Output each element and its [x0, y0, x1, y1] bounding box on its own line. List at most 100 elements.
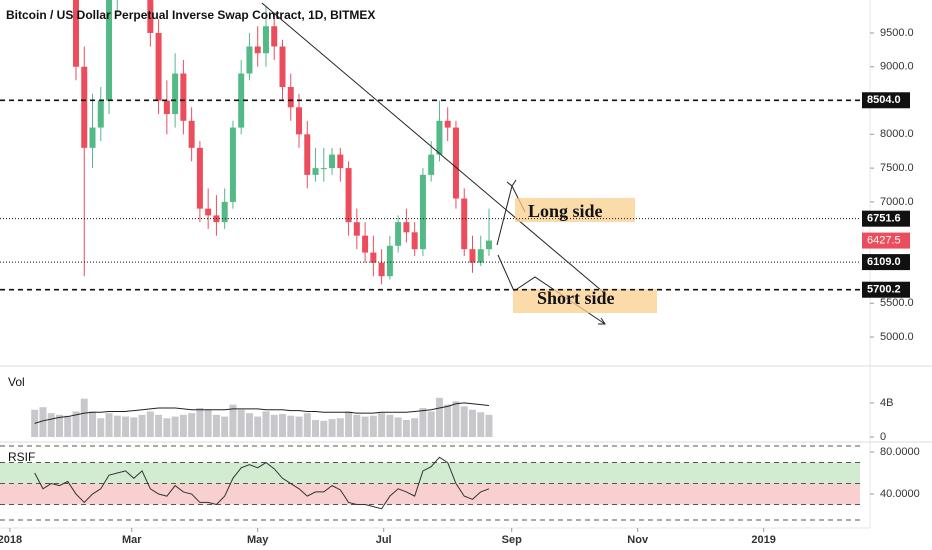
candle-body	[188, 120, 195, 148]
last-price-box	[862, 232, 910, 249]
rsi-upper-band	[0, 462, 860, 484]
candle-body	[312, 168, 319, 175]
candle-body	[419, 174, 426, 250]
long-box	[515, 198, 635, 222]
volume-bar	[485, 414, 493, 437]
volume-bar	[328, 419, 336, 437]
x-tick-label: May	[247, 534, 269, 546]
lower-panes: 9500.0 9000.0 8000.0 7500.0 7000.0 5500.0 5000…	[0, 27, 920, 546]
volume-bar	[204, 409, 212, 437]
candle-body	[279, 46, 286, 88]
pane-title: RSIF	[8, 450, 35, 464]
volume-bar	[122, 416, 130, 437]
rsi-lower-band	[0, 483, 860, 505]
candle-body	[205, 208, 212, 216]
volume-bar	[477, 412, 485, 437]
volume-bar	[229, 404, 237, 437]
volume-bar	[419, 408, 427, 437]
candle-body	[329, 154, 336, 169]
volume-bar	[113, 415, 121, 437]
volume-bar	[320, 420, 328, 437]
y-tick-label: 4B	[880, 397, 893, 409]
candle-body	[395, 222, 402, 246]
candle-body	[370, 252, 377, 263]
candle-body	[221, 201, 228, 223]
volume-bar	[163, 418, 171, 437]
candle-body	[436, 120, 443, 155]
volume-bar	[378, 413, 386, 437]
x-tick-label: Sep	[502, 534, 522, 546]
volume-bar	[72, 411, 80, 437]
chart-title: Bitcoin / US Dollar Perpetual Inverse Sw…	[6, 8, 375, 22]
volume-bar	[295, 416, 303, 437]
level-box	[862, 210, 910, 227]
x-tick-label: Mar	[122, 534, 142, 546]
candle-body	[287, 87, 294, 108]
volume-bar	[312, 419, 320, 437]
short-box	[513, 289, 657, 313]
candle-body	[362, 235, 369, 253]
candle-body	[461, 198, 468, 250]
volume-bar	[155, 414, 163, 437]
volume-bar	[361, 416, 369, 437]
candle-body	[246, 46, 253, 74]
annotation: Short side	[537, 288, 615, 308]
candle-body	[386, 245, 393, 277]
volume-bar	[188, 413, 196, 437]
volume-bar	[138, 414, 146, 437]
volume-bar	[411, 418, 419, 437]
candle-body	[411, 232, 418, 250]
y-tick-label: 5500.0	[880, 297, 914, 309]
level-label: 8504.0	[867, 94, 901, 106]
candle-body	[196, 147, 203, 209]
y-tick-label: 8000.0	[880, 128, 914, 140]
candle-body	[296, 107, 303, 135]
candle-body	[378, 262, 385, 277]
volume-bar	[196, 408, 204, 437]
y-tick-label: 40.0000	[880, 488, 920, 500]
level-label: 5700.2	[867, 284, 901, 296]
candle-body	[163, 100, 170, 115]
candle-body	[337, 154, 344, 169]
volume-bar	[47, 413, 55, 437]
level-label: 6751.6	[867, 213, 901, 225]
short-arrowhead	[598, 317, 606, 325]
candle-body	[72, 0, 79, 67]
level-label: 6109.0	[867, 256, 901, 268]
volume-bar	[460, 406, 468, 437]
candle-body	[353, 222, 360, 236]
y-tick-label: 7500.0	[880, 162, 914, 174]
volume-bar	[146, 411, 154, 437]
volume-bar	[171, 416, 179, 437]
volume-bar	[452, 401, 460, 437]
x-tick-label: Jul	[376, 534, 392, 546]
candle-body	[172, 73, 179, 115]
rsi-line	[34, 456, 490, 510]
drawings	[496, 179, 657, 325]
volume-bar	[278, 413, 286, 437]
pane-title: Vol	[8, 375, 25, 389]
y-tick-label: 80.0000	[880, 446, 920, 458]
volume-bar	[468, 409, 476, 437]
volume-bar	[394, 417, 402, 437]
candle-body	[89, 127, 96, 148]
candle-body	[444, 120, 451, 128]
candle-body	[254, 46, 261, 54]
candle-body	[428, 154, 435, 175]
candle-body	[147, 0, 154, 33]
volume-bar	[89, 411, 97, 437]
volume-bar	[336, 418, 344, 437]
volume-bar	[237, 409, 245, 437]
volume-bar	[262, 411, 270, 437]
volume-bar	[179, 414, 187, 437]
candle-body	[106, 0, 113, 101]
level-box	[862, 281, 910, 298]
candle-body	[97, 100, 104, 128]
volume-bar	[386, 414, 394, 437]
candle-body	[271, 26, 278, 47]
candle-body	[345, 168, 352, 223]
candle-body	[262, 26, 269, 54]
volume-bar	[64, 415, 72, 437]
y-tick-label: 7000.0	[880, 196, 914, 208]
volume-bar	[345, 411, 353, 437]
